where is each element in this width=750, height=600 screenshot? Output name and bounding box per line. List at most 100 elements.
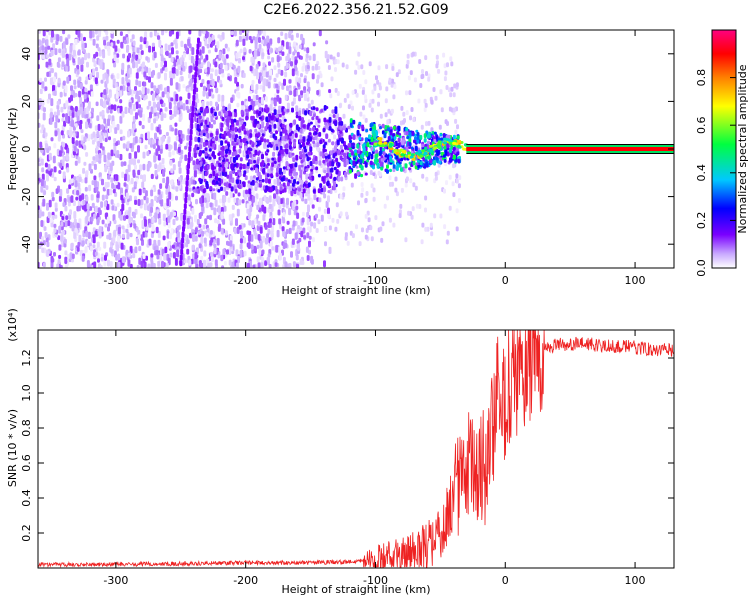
spectrogram-cell-3857 [282,182,286,187]
spectrogram-cell-1680 [60,235,64,242]
spectrogram-cell-2427 [58,225,62,234]
spectrogram-cell-618 [162,213,166,222]
spectrogram-cell-4792 [274,135,278,141]
spectrogram-cell-4372 [290,176,294,180]
spectrogram-cell-3011 [92,131,96,138]
spectrogram-cell-4510 [266,107,270,113]
spectrogram-cell-1124 [256,224,260,231]
spectrogram-cell-2806 [85,121,88,130]
spectrogram-cell-2998 [50,111,53,118]
spectrogram-cell-3175 [391,78,394,84]
spectrogram-cell-2638 [76,69,80,75]
spectrogram-cell-3639 [295,111,299,116]
spectrogram-cell-2702 [171,150,175,156]
spectrogram-cell-2387 [258,248,262,256]
spectrogram-cell-4734 [251,179,255,186]
spectrogram-cell-2723 [211,78,215,87]
spectrogram-cell-3579 [306,164,310,169]
spectrogram-cell-4964 [428,144,433,148]
spectrogram-cell-1564 [146,151,150,157]
spectrogram-cell-3441 [368,61,372,67]
spectrogram-cell-3333 [411,51,415,57]
spectrogram-cell-851 [66,188,70,194]
spectrogram-cell-1073 [141,219,145,228]
spectrogram-cell-4847 [333,181,336,188]
spectrogram-cell-2808 [176,225,180,231]
spectrogram-cell-3297 [366,210,370,216]
spectrogram-cell-2151 [74,38,78,45]
spectrogram-cell-3998 [395,155,399,160]
spectrogram-cell-2782 [93,179,97,188]
spectrogram-cell-2819 [70,178,74,184]
spectrogram-cell-2276 [157,260,161,267]
spectrogram-cell-4064 [327,154,331,160]
spectrogram-cell-1827 [285,41,289,50]
spectrogram-cell-1384 [70,105,74,111]
spectrogram-cell-4860 [184,197,188,204]
spectrogram-cell-2076 [45,185,49,190]
spectrogram-cell-2282 [170,97,174,102]
spectrogram-cell-2866 [228,214,232,221]
spectrogram-cell-624 [237,92,241,99]
spectrogram-cell-3489 [311,116,315,121]
spectrogram-cell-4085 [234,111,238,118]
spectrogram-cell-3228 [400,105,404,111]
spectrogram-cell-443 [290,251,293,258]
spectrogram-cell-2492 [165,184,169,189]
spectrogram-cell-4207 [230,186,234,192]
spectrogram-cell-2203 [303,93,307,101]
spectrogram-cell-1263 [253,230,257,236]
spectrogram-cell-3006 [197,230,201,235]
spectrogram-cell-1277 [288,46,292,55]
spectrogram-cell-580 [191,74,195,80]
spectrogram-cell-3414 [316,74,320,80]
spectrogram-cell-1485 [78,90,82,98]
spectrogram-cell-4606 [226,131,230,136]
spectrogram-cell-1193 [141,124,145,130]
spectrogram-cell-2863 [78,176,82,182]
spectrogram-cell-1090 [92,57,96,63]
spectrogram-cell-2666 [64,85,68,93]
spectrogram-cell-3437 [421,73,425,79]
spectrogram-cell-4162 [234,137,238,143]
spectrogram-cell-2856 [80,106,83,114]
spectrogram-cell-4719 [425,161,429,168]
spectrogram-cell-1737 [188,98,192,105]
spectrogram-cell-2488 [230,30,234,36]
spectrogram-cell-4872 [189,128,193,135]
spectrogram-cell-2426 [158,194,162,202]
spectrogram-cell-2628 [90,91,94,98]
spectrogram-cell-2829 [235,39,239,47]
spectrogram-cell-2680 [161,164,165,170]
spectrogram-cell-4385 [323,117,327,123]
spectrogram-cell-4219 [326,162,330,168]
spectrogram-cell-4607 [306,138,310,142]
spectrogram-cell-1691 [93,175,97,181]
spectrogram-cell-1562 [275,73,279,78]
spectrogram-cell-1640 [42,112,46,121]
spectrogram-cell-2771 [253,51,257,60]
spectrogram-cell-373 [144,144,148,150]
spectrogram-cell-1340 [114,82,118,88]
spectrogram-cell-3086 [445,85,449,90]
spectrogram-cell-2365 [89,73,93,80]
spectrogram-cell-2363 [191,207,195,215]
spectrogram-cell-2786 [137,58,141,65]
spectrogram-cell-3016 [49,156,53,161]
spectrogram-cell-4285 [272,151,276,157]
spectrogram-cell-2416 [103,241,107,249]
spectrogram-cell-2246 [127,85,131,92]
spectrogram-cell-4781 [334,152,337,157]
spectrogram-cell-2483 [307,226,311,231]
spectrogram-cell-3093 [444,70,448,76]
spectrogram-cell-764 [286,102,290,110]
spectrogram-cell-4381 [380,166,384,171]
spectrogram-cell-2517 [73,176,77,181]
spectrogram-cell-3042 [262,214,266,221]
spectrogram-cell-2940 [291,68,295,77]
spectrogram-cell-1364 [122,53,126,59]
spectrogram-cell-3221 [365,191,369,196]
spectrogram-cell-1972 [117,235,120,243]
spectrogram-cell-4656 [223,130,227,137]
spectrogram-cell-2546 [110,74,114,79]
